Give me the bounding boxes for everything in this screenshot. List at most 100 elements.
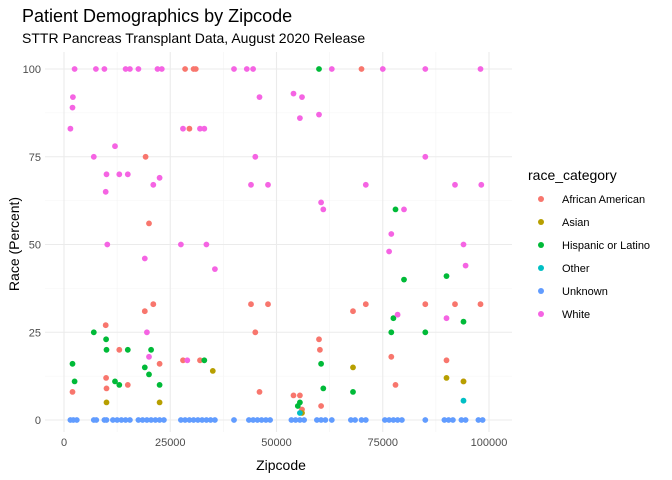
point-african-american bbox=[103, 375, 109, 381]
point-white bbox=[328, 66, 335, 72]
point-unknown bbox=[288, 417, 295, 423]
point-hispanic-or-latino bbox=[141, 364, 148, 371]
point-unknown bbox=[450, 417, 456, 423]
point-white bbox=[112, 143, 118, 150]
chart-subtitle: STTR Pancreas Transplant Data, August 20… bbox=[22, 30, 365, 46]
point-white bbox=[104, 241, 111, 248]
x-axis-ticks: 0 25000 50000 75000 100000 bbox=[61, 437, 507, 449]
point-white bbox=[141, 255, 148, 262]
point-african-american bbox=[124, 382, 131, 388]
legend-label-other: Other bbox=[562, 263, 590, 275]
point-white bbox=[394, 311, 401, 318]
point-african-american bbox=[452, 301, 458, 308]
point-white bbox=[102, 188, 109, 195]
point-unknown bbox=[135, 417, 142, 423]
point-hispanic-or-latino bbox=[318, 360, 324, 367]
point-white bbox=[103, 171, 110, 178]
x-tick-label: 0 bbox=[61, 437, 67, 449]
point-unknown bbox=[422, 417, 429, 423]
legend-key-african-american bbox=[538, 196, 544, 202]
point-white bbox=[203, 241, 210, 248]
data-points bbox=[67, 66, 486, 423]
point-african-american bbox=[252, 329, 259, 336]
point-hispanic-or-latino bbox=[146, 371, 152, 378]
point-african-american bbox=[192, 66, 199, 72]
point-unknown bbox=[122, 417, 129, 423]
legend-item-asian: Asian bbox=[538, 217, 590, 229]
point-unknown bbox=[322, 417, 329, 423]
point-hispanic-or-latino bbox=[422, 329, 429, 336]
point-unknown bbox=[390, 417, 397, 423]
point-unknown bbox=[479, 417, 486, 423]
point-hispanic-or-latino bbox=[103, 336, 109, 343]
legend-item-hispanic-or-latino: Hispanic or Latino bbox=[538, 240, 650, 252]
legend-item-african-american: African American bbox=[538, 194, 645, 206]
point-hispanic-or-latino bbox=[390, 315, 397, 322]
point-african-american bbox=[180, 357, 186, 364]
point-white bbox=[316, 111, 322, 118]
point-hispanic-or-latino bbox=[116, 382, 123, 388]
point-hispanic-or-latino bbox=[124, 346, 131, 353]
point-unknown bbox=[301, 417, 307, 423]
point-unknown bbox=[399, 417, 405, 423]
point-african-american bbox=[316, 336, 322, 343]
legend-label-asian: Asian bbox=[562, 217, 590, 229]
point-african-american bbox=[150, 301, 157, 308]
point-unknown bbox=[231, 417, 237, 423]
point-white bbox=[69, 104, 76, 111]
y-axis-ticks: 0 25 50 75 100 bbox=[23, 64, 41, 427]
point-hispanic-or-latino bbox=[156, 382, 163, 388]
point-hispanic-or-latino bbox=[350, 389, 356, 395]
point-hispanic-or-latino bbox=[201, 357, 208, 364]
point-unknown bbox=[318, 417, 324, 423]
point-hispanic-or-latino bbox=[112, 378, 118, 385]
point-white bbox=[318, 199, 324, 206]
point-african-american bbox=[358, 66, 365, 72]
point-white bbox=[70, 94, 76, 100]
point-unknown bbox=[246, 417, 252, 423]
point-white bbox=[256, 94, 263, 100]
point-white bbox=[150, 181, 157, 188]
y-tick-label: 25 bbox=[29, 327, 41, 339]
point-unknown bbox=[148, 417, 155, 423]
point-african-american bbox=[248, 301, 254, 308]
point-unknown bbox=[386, 417, 392, 423]
x-tick-label: 100000 bbox=[471, 437, 508, 449]
point-white bbox=[67, 125, 74, 132]
point-white bbox=[299, 94, 305, 100]
point-asian bbox=[103, 399, 110, 406]
point-unknown bbox=[186, 417, 193, 423]
y-tick-label: 100 bbox=[23, 64, 41, 76]
legend-key-unknown bbox=[538, 288, 544, 294]
point-white bbox=[422, 66, 429, 72]
point-unknown bbox=[292, 417, 299, 423]
point-african-american bbox=[186, 125, 193, 132]
point-white bbox=[184, 357, 191, 364]
point-unknown bbox=[475, 417, 482, 423]
point-white bbox=[250, 66, 256, 72]
point-white bbox=[201, 125, 208, 132]
point-african-american bbox=[477, 301, 484, 308]
point-unknown bbox=[382, 417, 388, 423]
point-white bbox=[156, 174, 163, 181]
chart-title: Patient Demographics by Zipcode bbox=[22, 6, 292, 26]
point-unknown bbox=[190, 417, 197, 423]
point-african-american bbox=[297, 392, 303, 399]
point-unknown bbox=[254, 417, 261, 423]
point-hispanic-or-latino bbox=[69, 360, 76, 367]
y-tick-label: 50 bbox=[29, 240, 41, 252]
point-african-american bbox=[443, 357, 450, 364]
point-white bbox=[93, 66, 99, 72]
point-asian bbox=[156, 399, 163, 406]
point-white bbox=[297, 115, 303, 121]
point-unknown bbox=[156, 417, 163, 423]
point-asian bbox=[350, 364, 356, 371]
point-other bbox=[297, 410, 303, 416]
grid bbox=[45, 52, 512, 432]
point-unknown bbox=[445, 417, 452, 423]
point-white bbox=[126, 66, 133, 72]
point-african-american bbox=[102, 322, 109, 329]
point-unknown bbox=[297, 417, 303, 423]
point-unknown bbox=[203, 417, 210, 423]
